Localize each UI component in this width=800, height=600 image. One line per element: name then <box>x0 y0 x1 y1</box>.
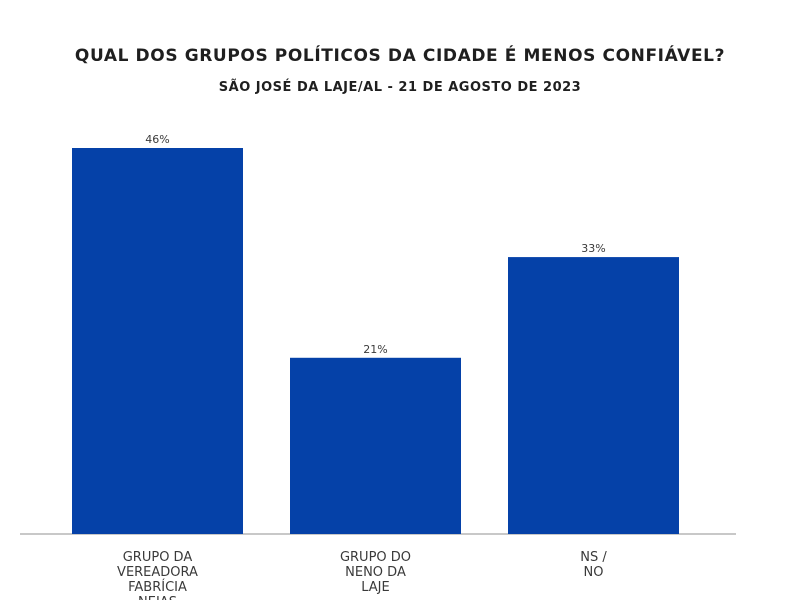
bar-1 <box>72 148 243 534</box>
category-label-line: FABRÍCIA <box>128 579 187 595</box>
bar-2 <box>290 357 461 534</box>
category-label-line: NO <box>584 565 604 580</box>
bar-value-label-1: 46% <box>145 133 169 146</box>
category-label-line: LAJE <box>361 580 389 595</box>
chart-title: QUAL DOS GRUPOS POLÍTICOS DA CIDADE É ME… <box>74 46 726 66</box>
category-label-line: NS / <box>580 550 607 565</box>
bar-value-label-2: 21% <box>363 343 387 356</box>
category-label-1: GRUPO DAVEREADORAFABRÍCIANEIAS <box>117 550 198 600</box>
category-label-line: GRUPO DA <box>123 550 193 565</box>
category-label-2: GRUPO DO NENO DA LAJE <box>340 550 411 595</box>
category-label-line: NENO DA <box>345 565 406 580</box>
category-label-line: VEREADORA <box>117 565 198 580</box>
bar-3 <box>508 257 679 534</box>
category-label-line: GRUPO DO <box>340 550 411 565</box>
bar-value-label-3: 33% <box>581 242 605 255</box>
category-label-3: NS / NO <box>580 550 607 580</box>
chart-subtitle: SÃO JOSÉ DA LAJE/AL - 21 DE AGOSTO DE 20… <box>218 80 582 95</box>
category-label-line: NEIAS <box>138 595 177 600</box>
